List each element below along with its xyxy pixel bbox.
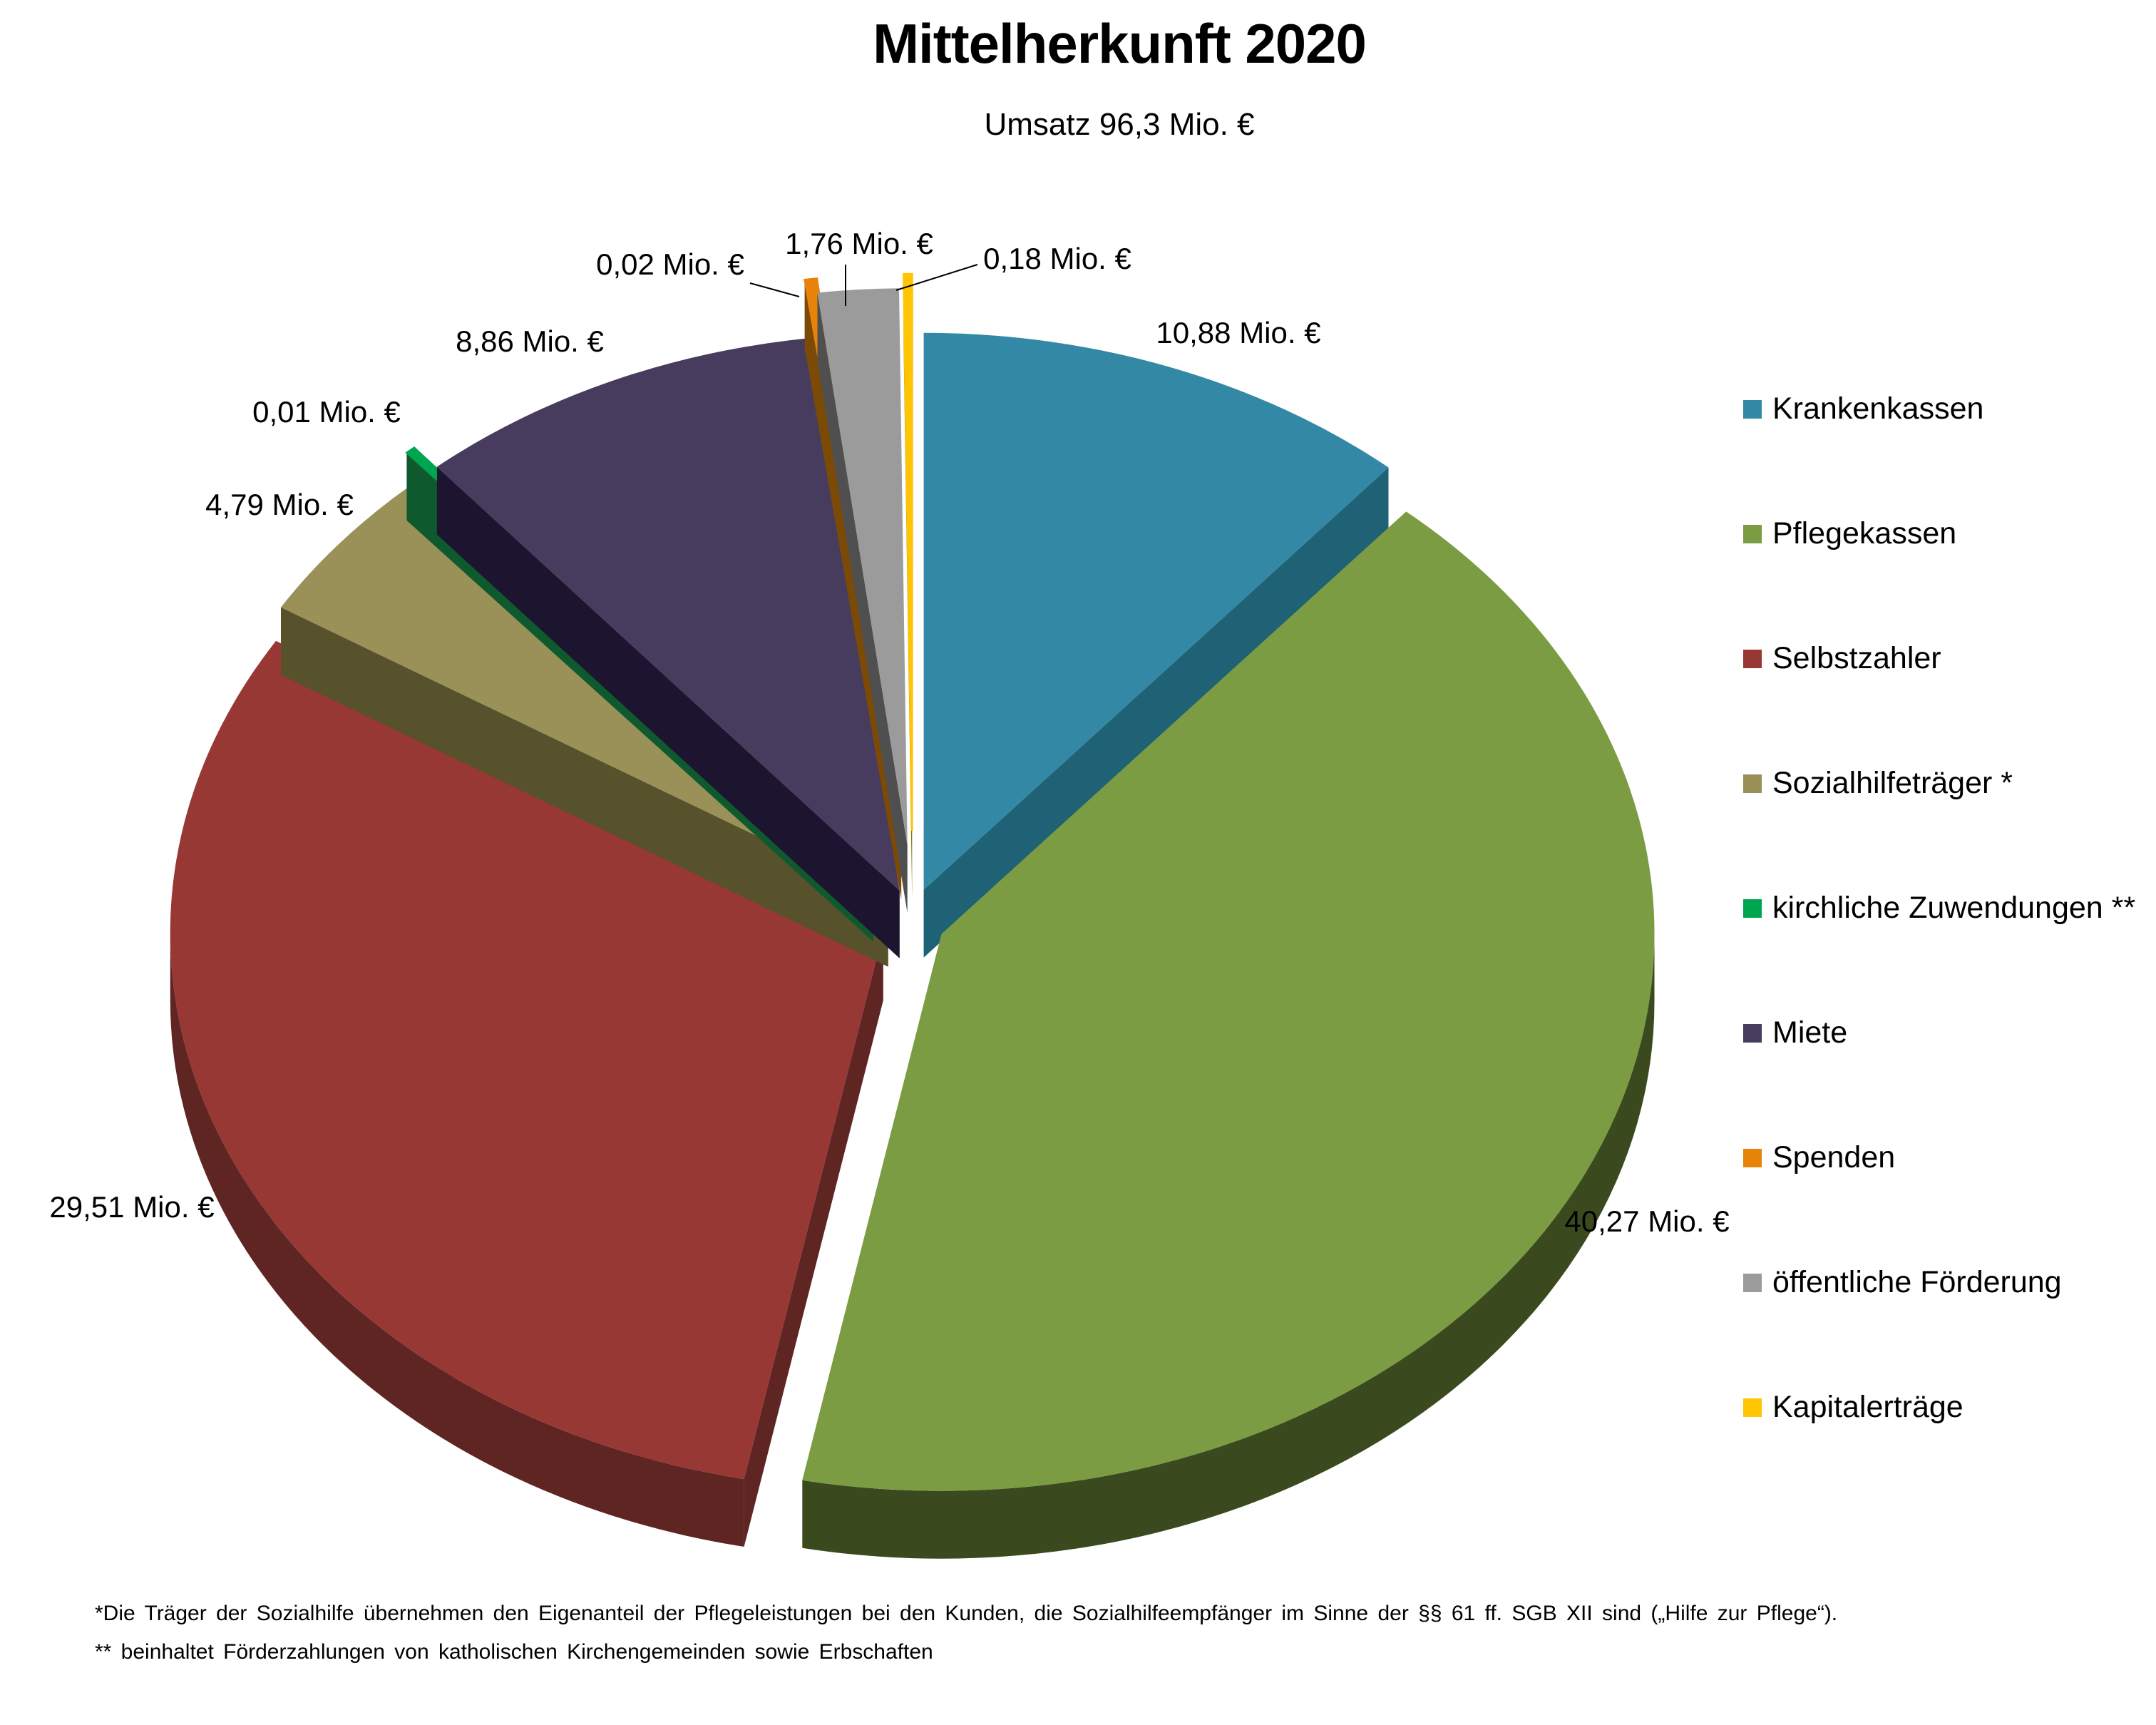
legend-item-spenden: Spenden: [1743, 1140, 1895, 1175]
legend-item-pflegekassen: Pflegekassen: [1743, 516, 1956, 551]
legend-color-swatch: [1743, 524, 1762, 543]
legend-color-swatch: [1743, 1148, 1762, 1167]
legend-color-swatch: [1743, 649, 1762, 668]
slice-value-label-kapitalerträge: 0,18 Mio. €: [983, 242, 1131, 275]
slice-value-label-selbstzahler: 29,51 Mio. €: [49, 1190, 214, 1224]
pie-slice-cut-öffentliche-förderung: [817, 292, 908, 913]
legend-item-label: Krankenkassen: [1772, 391, 1984, 426]
pie-slice-pflegekassen: [802, 511, 1655, 1491]
legend-item-sozialhilfeträger: Sozialhilfeträger *: [1743, 766, 2013, 801]
slice-value-label-pflegekassen: 40,27 Mio. €: [1564, 1204, 1729, 1238]
pie-slice-cut-selbstzahler: [744, 933, 883, 1547]
legend-item-label: Miete: [1772, 1015, 1848, 1050]
slice-value-label-miete: 8,86 Mio. €: [456, 324, 604, 358]
pie-slice-krankenkassen: [923, 332, 1389, 890]
legend-item-label: Spenden: [1772, 1140, 1896, 1174]
legend-color-swatch: [1743, 1273, 1762, 1292]
legend-item-label: Kapitalerträge: [1772, 1390, 1963, 1424]
legend-color-swatch: [1743, 1398, 1762, 1417]
slice-value-label-kirchliche-zuwendungen: 0,01 Mio. €: [252, 395, 401, 429]
pie-slice-cut-krankenkassen: [923, 467, 1389, 958]
pie-slice-rim-selbstzahler: [170, 933, 744, 1547]
pie-slice-rim-pflegekassen: [802, 933, 1655, 1559]
label-leader-line: [749, 282, 800, 297]
slice-value-label-öffentliche-förderung: 1,76 Mio. €: [785, 227, 933, 260]
label-leader-line: [895, 264, 978, 291]
pie-slice-cut-miete: [436, 466, 900, 958]
slice-value-label-sozialhilfeträger: 4,79 Mio. €: [205, 488, 354, 521]
legend-item-label: öffentliche Förderung: [1772, 1265, 2062, 1299]
chart-subtitle: Umsatz 96,3 Mio. €: [984, 107, 1255, 142]
legend-item-öffentliche-förderung: öffentliche Förderung: [1743, 1265, 2062, 1300]
pie-slice-miete: [436, 338, 900, 891]
legend-item-label: kirchliche Zuwendungen **: [1772, 891, 2136, 925]
legend-color-swatch: [1743, 399, 1762, 419]
legend: Krankenkassen Pflegekassen Selbstzahler …: [1743, 0, 2156, 1569]
footnote-1: *Die Träger der Sozialhilfe übernehmen d…: [95, 1602, 1838, 1625]
legend-item-selbstzahler: Selbstzahler: [1743, 641, 1941, 676]
legend-color-swatch: [1743, 899, 1762, 918]
legend-item-label: Selbstzahler: [1772, 641, 1941, 675]
slice-value-label-spenden: 0,02 Mio. €: [596, 247, 744, 281]
chart-title: Mittelherkunft 2020: [873, 12, 1367, 75]
legend-item-label: Sozialhilfeträger *: [1772, 766, 2013, 800]
pie-slice-cut-sozialhilfeträger: [281, 607, 888, 967]
pie-slice-kapitalerträge: [903, 272, 913, 831]
footnote-2: ** beinhaltet Förderzahlungen von kathol…: [95, 1640, 933, 1664]
legend-color-swatch: [1743, 1023, 1762, 1043]
slice-value-label-krankenkassen: 10,88 Mio. €: [1156, 316, 1320, 349]
legend-item-kapitalerträge: Kapitalerträge: [1743, 1390, 1963, 1425]
legend-item-miete: Miete: [1743, 1015, 1847, 1050]
legend-item-krankenkassen: Krankenkassen: [1743, 391, 1983, 426]
pie-slice-cut-spenden: [804, 280, 902, 899]
legend-item-kirchliche-zuwendungen: kirchliche Zuwendungen **: [1743, 891, 2135, 926]
legend-color-swatch: [1743, 774, 1762, 793]
pie-slice-öffentliche-förderung: [817, 288, 908, 846]
legend-item-label: Pflegekassen: [1772, 516, 1957, 551]
